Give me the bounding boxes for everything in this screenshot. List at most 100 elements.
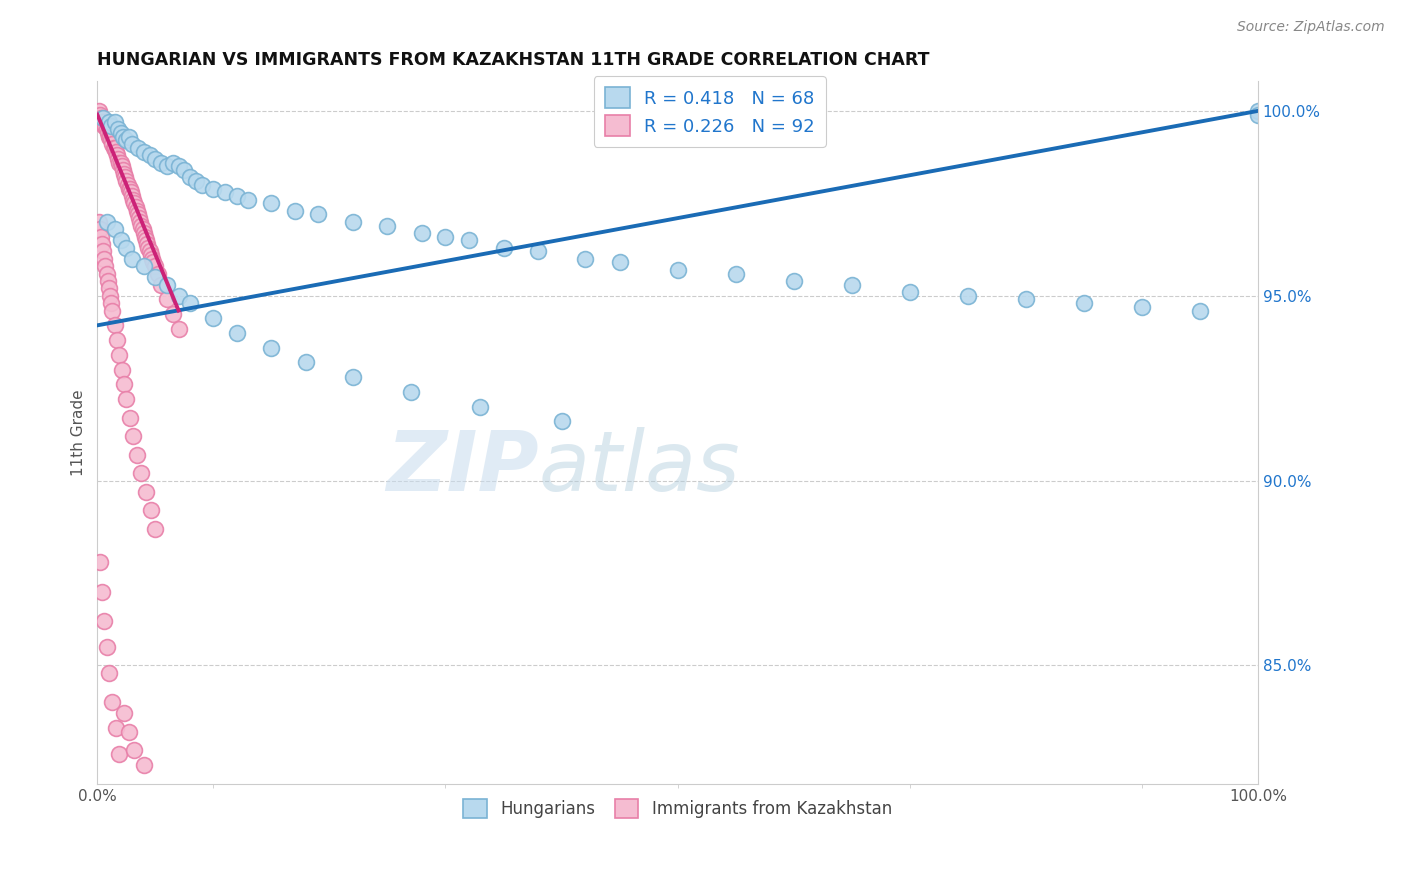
- Y-axis label: 11th Grade: 11th Grade: [72, 389, 86, 475]
- Point: [1073, 296, 1095, 310]
- Point: [124, 743, 146, 757]
- Point: [112, 167, 135, 181]
- Point: [112, 706, 135, 721]
- Point: [127, 207, 149, 221]
- Point: [121, 137, 143, 152]
- Text: Source: ZipAtlas.com: Source: ZipAtlas.com: [1237, 20, 1385, 34]
- Point: [103, 141, 125, 155]
- Point: [96, 122, 118, 136]
- Point: [125, 448, 148, 462]
- Point: [121, 189, 143, 203]
- Point: [225, 189, 247, 203]
- Point: [125, 203, 148, 218]
- Point: [96, 215, 118, 229]
- Point: [184, 174, 207, 188]
- Point: [104, 145, 127, 159]
- Point: [104, 318, 127, 333]
- Point: [124, 196, 146, 211]
- Point: [145, 522, 167, 536]
- Point: [138, 241, 160, 255]
- Point: [138, 244, 160, 259]
- Point: [107, 122, 129, 136]
- Point: [108, 155, 131, 169]
- Point: [225, 326, 247, 340]
- Point: [118, 181, 141, 195]
- Point: [724, 267, 747, 281]
- Point: [841, 277, 863, 292]
- Point: [93, 614, 115, 628]
- Point: [89, 222, 111, 236]
- Point: [110, 233, 132, 247]
- Point: [202, 181, 225, 195]
- Point: [121, 252, 143, 266]
- Point: [100, 296, 122, 310]
- Point: [609, 255, 631, 269]
- Point: [108, 348, 131, 362]
- Point: [138, 148, 160, 162]
- Point: [1188, 303, 1211, 318]
- Point: [100, 119, 122, 133]
- Point: [214, 186, 236, 200]
- Point: [146, 267, 169, 281]
- Point: [131, 222, 153, 236]
- Point: [110, 155, 132, 169]
- Point: [956, 289, 979, 303]
- Point: [167, 160, 190, 174]
- Point: [91, 584, 114, 599]
- Point: [91, 112, 114, 126]
- Point: [115, 174, 138, 188]
- Point: [101, 303, 124, 318]
- Point: [115, 134, 138, 148]
- Point: [527, 244, 550, 259]
- Point: [1247, 103, 1270, 118]
- Point: [238, 193, 260, 207]
- Point: [115, 241, 138, 255]
- Point: [90, 229, 112, 244]
- Point: [111, 129, 134, 144]
- Point: [127, 141, 149, 155]
- Point: [111, 163, 134, 178]
- Point: [101, 137, 124, 152]
- Point: [112, 377, 135, 392]
- Point: [132, 226, 155, 240]
- Point: [666, 263, 689, 277]
- Point: [118, 725, 141, 739]
- Point: [457, 233, 479, 247]
- Point: [145, 259, 167, 273]
- Point: [470, 400, 492, 414]
- Point: [139, 503, 162, 517]
- Point: [97, 665, 120, 680]
- Point: [96, 640, 118, 654]
- Point: [132, 758, 155, 772]
- Point: [162, 307, 184, 321]
- Point: [136, 237, 159, 252]
- Point: [91, 244, 114, 259]
- Point: [139, 248, 162, 262]
- Point: [898, 285, 921, 299]
- Point: [101, 695, 124, 709]
- Point: [104, 141, 127, 155]
- Point: [156, 277, 179, 292]
- Point: [107, 152, 129, 166]
- Point: [91, 112, 114, 126]
- Point: [132, 259, 155, 273]
- Point: [104, 222, 127, 236]
- Point: [167, 289, 190, 303]
- Point: [93, 119, 115, 133]
- Point: [98, 129, 121, 144]
- Point: [156, 293, 179, 307]
- Point: [156, 160, 179, 174]
- Point: [399, 384, 422, 399]
- Point: [97, 274, 120, 288]
- Point: [124, 200, 146, 214]
- Point: [97, 281, 120, 295]
- Point: [1015, 293, 1038, 307]
- Point: [150, 155, 173, 169]
- Point: [411, 226, 433, 240]
- Point: [108, 747, 131, 761]
- Point: [141, 252, 163, 266]
- Point: [1130, 300, 1153, 314]
- Point: [110, 126, 132, 140]
- Point: [105, 148, 128, 162]
- Point: [90, 112, 112, 126]
